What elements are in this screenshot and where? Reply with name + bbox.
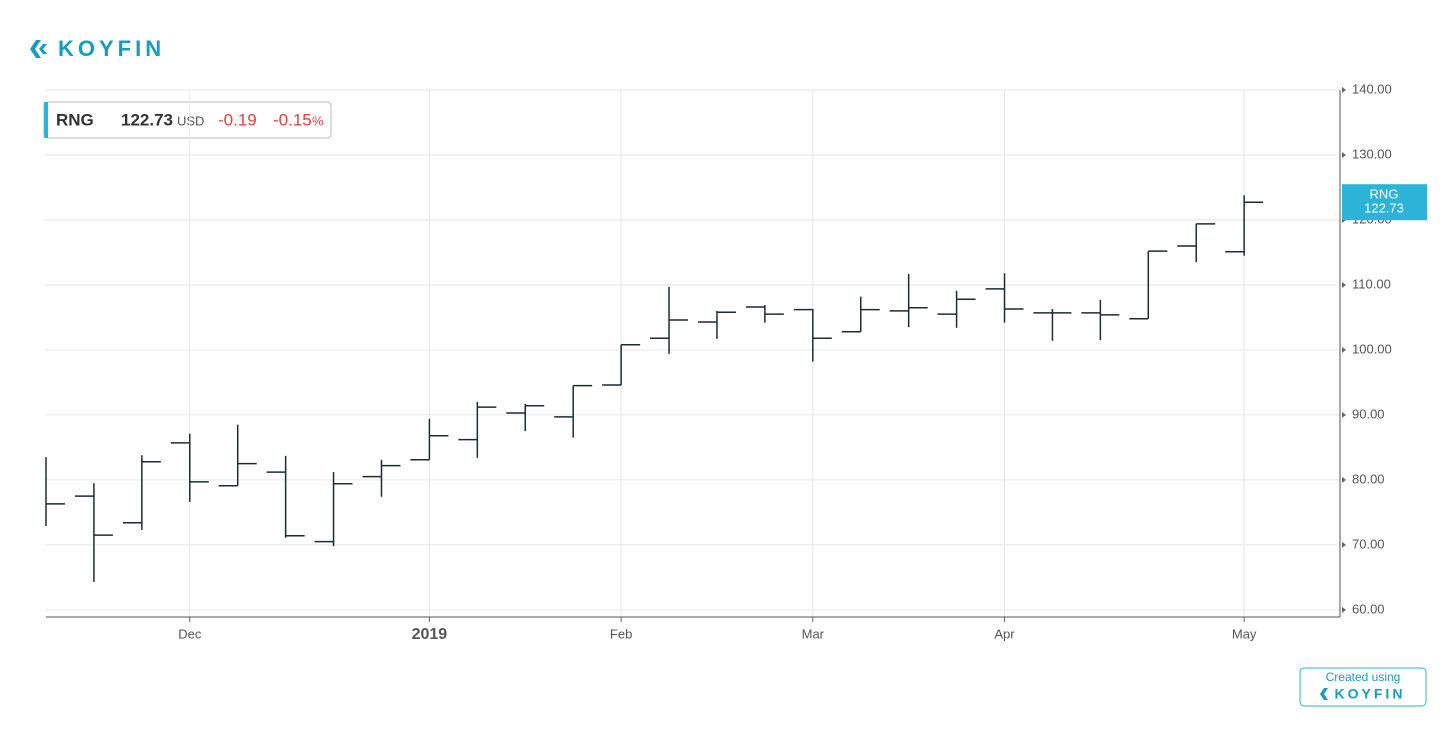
y-tick-mark: [1342, 87, 1346, 93]
currency: USD: [177, 113, 204, 128]
y-tick-label: 100.00: [1352, 341, 1392, 356]
quote-box: RNG 122.73 USD -0.19 -0.15 %: [43, 101, 332, 139]
price-tag: [1342, 184, 1427, 221]
y-tick-mark: [1342, 606, 1346, 613]
y-tick-label: 80.00: [1352, 471, 1385, 486]
price-tag-value: 122.73: [1364, 201, 1404, 216]
y-tick-mark: [1342, 411, 1346, 418]
y-tick-mark: [1342, 151, 1346, 158]
y-tick-label: 90.00: [1352, 406, 1385, 421]
y-tick-label: 130.00: [1352, 146, 1392, 161]
pct-sign: %: [312, 113, 324, 128]
y-tick-label: 70.00: [1352, 536, 1385, 551]
logo-icon: [30, 40, 47, 58]
badge-icon: [1320, 688, 1328, 700]
x-tick-label: Apr: [994, 626, 1015, 641]
change-pct: -0.15: [273, 110, 312, 129]
badge-frame: [1299, 667, 1427, 707]
x-tick-label: May: [1232, 626, 1257, 641]
y-tick-mark: [1342, 346, 1346, 353]
y-tick-label: 140.00: [1352, 81, 1392, 96]
logo: KOYFIN: [30, 36, 165, 61]
badge-text: Created using: [1326, 670, 1401, 684]
price: 122.73: [121, 110, 173, 129]
y-tick-label: 60.00: [1352, 601, 1385, 616]
footer-badge: Created using KOYFIN: [1299, 667, 1427, 707]
x-tick-label: Feb: [610, 626, 632, 641]
y-tick-mark: [1342, 476, 1346, 483]
ticker: RNG: [56, 110, 94, 129]
change: -0.19: [218, 110, 257, 129]
x-tick-label: Dec: [178, 626, 202, 641]
y-tick-mark: [1342, 281, 1346, 288]
x-tick-label: 2019: [412, 626, 448, 643]
y-tick-label: 110.00: [1352, 276, 1391, 291]
price-tag-ticker: RNG: [1370, 187, 1399, 202]
x-tick-label: Mar: [802, 626, 825, 641]
y-tick-mark: [1342, 541, 1346, 548]
badge-logo: KOYFIN: [1335, 686, 1406, 702]
quote-accent: [44, 102, 48, 138]
logo-text: KOYFIN: [58, 36, 165, 61]
